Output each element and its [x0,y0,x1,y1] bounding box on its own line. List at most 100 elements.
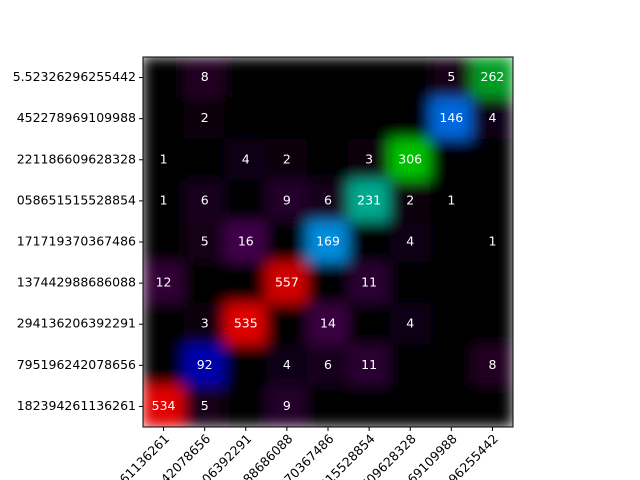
cell-label: 12 [156,275,172,290]
heatmap-cell [183,179,226,222]
y-tick-label: 171719370367486 [17,234,136,249]
heatmap-cell [224,179,267,222]
heatmap-cell [430,262,473,305]
y-tick-label: 137442988686088 [17,275,136,290]
heatmap-cell [183,138,226,181]
heatmap-cell [348,385,391,427]
heatmap-cell [183,262,226,305]
y-tick-label: 182394261136261 [17,398,136,413]
cell-label: 534 [152,398,176,413]
heatmap-cell [224,262,267,305]
heatmap [143,57,513,427]
cell-label: 92 [197,357,213,372]
heatmap-cell [430,220,473,264]
heatmap-cell [430,57,473,99]
heatmap-cell [389,344,432,387]
heatmap-cell [389,179,432,222]
heatmap-cell [265,138,308,181]
y-tick-label: 221186609628328 [17,151,136,166]
heatmap-cell [143,138,185,181]
heatmap-cell [143,303,185,346]
heatmap-cell [306,179,350,222]
heatmap-cell [471,179,513,222]
cell-label: 4 [406,316,414,331]
cell-label: 9 [283,398,291,413]
heatmap-cell [265,220,308,264]
plot-frame [142,56,514,428]
y-tick-label: 058651515528854 [17,192,136,207]
cell-label: 2 [201,110,209,125]
heatmap-cell [389,97,432,140]
heatmap-cell [348,138,391,181]
cell-label: 8 [488,357,496,372]
cell-label: 1 [488,234,496,249]
cell-label: 231 [357,192,381,207]
cell-label: 169 [316,234,340,249]
cell-label: 535 [234,316,258,331]
heatmap-cell [183,303,226,346]
heatmap-cell [143,179,185,222]
heatmap-cell [265,385,308,427]
heatmap-cell [471,138,513,181]
heatmap-cell [430,97,473,140]
cell-label: 8 [201,69,209,84]
heatmap-cell [183,220,226,264]
heatmap-cell [348,303,391,346]
heatmap-cell [224,344,267,387]
heatmap-cell [430,385,473,427]
cell-label: 5 [201,234,209,249]
heatmap-cell [183,57,226,99]
heatmap-cell [471,57,513,99]
heatmap-cell [265,262,308,305]
cell-label: 4 [406,234,414,249]
heatmap-cell [471,220,513,264]
heatmap-cell [430,303,473,346]
heatmap-cell [389,138,432,181]
y-tick-label: 452278969109988 [17,110,136,125]
heatmap-cell [224,303,267,346]
cell-label: 4 [283,357,291,372]
heatmap-cell [348,97,391,140]
heatmap-cell [143,385,185,427]
heatmap-cell [143,220,185,264]
heatmap-cell [306,385,350,427]
cell-label: 11 [361,357,377,372]
heatmap-cell [183,344,226,387]
heatmap-cells [143,57,513,427]
y-tick-label: 5.52326296255442 [13,69,136,84]
heatmap-cell [306,57,350,99]
cell-label: 14 [320,316,336,331]
heatmap-cell [348,262,391,305]
cell-label: 557 [275,275,299,290]
y-tick-label: 795196242078656 [17,357,136,372]
cell-label: 6 [324,192,332,207]
heatmap-cell [306,97,350,140]
cell-label: 5 [201,398,209,413]
cell-label: 3 [201,316,209,331]
cell-label: 1 [447,192,455,207]
cell-label: 1 [160,151,168,166]
cell-label: 2 [406,192,414,207]
heatmap-cell [143,97,185,140]
heatmap-cell [306,303,350,346]
cell-label: 4 [488,110,496,125]
cell-label: 3 [365,151,373,166]
cell-label: 2 [283,151,291,166]
heatmap-cell [348,220,391,264]
heatmap-cell [265,57,308,99]
heatmap-cell [430,344,473,387]
cell-label: 306 [398,151,422,166]
cell-label: 11 [361,275,377,290]
heatmap-cell [389,303,432,346]
heatmap-cell [389,385,432,427]
heatmap-cell [224,57,267,99]
heatmap-cell [430,138,473,181]
heatmap-cell [306,138,350,181]
heatmap-cell [143,57,185,99]
heatmap-cell [306,220,350,264]
heatmap-cell [224,97,267,140]
cell-label: 16 [238,234,254,249]
heatmap-cell [265,179,308,222]
heatmap-cell [348,179,391,222]
